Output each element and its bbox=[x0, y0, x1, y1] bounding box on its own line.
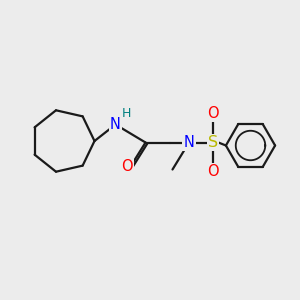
Text: S: S bbox=[208, 135, 218, 150]
Text: H: H bbox=[122, 106, 132, 120]
Text: N: N bbox=[184, 135, 194, 150]
Text: N: N bbox=[110, 117, 121, 132]
Text: O: O bbox=[207, 164, 219, 179]
Text: O: O bbox=[207, 106, 219, 121]
Text: O: O bbox=[121, 159, 133, 174]
